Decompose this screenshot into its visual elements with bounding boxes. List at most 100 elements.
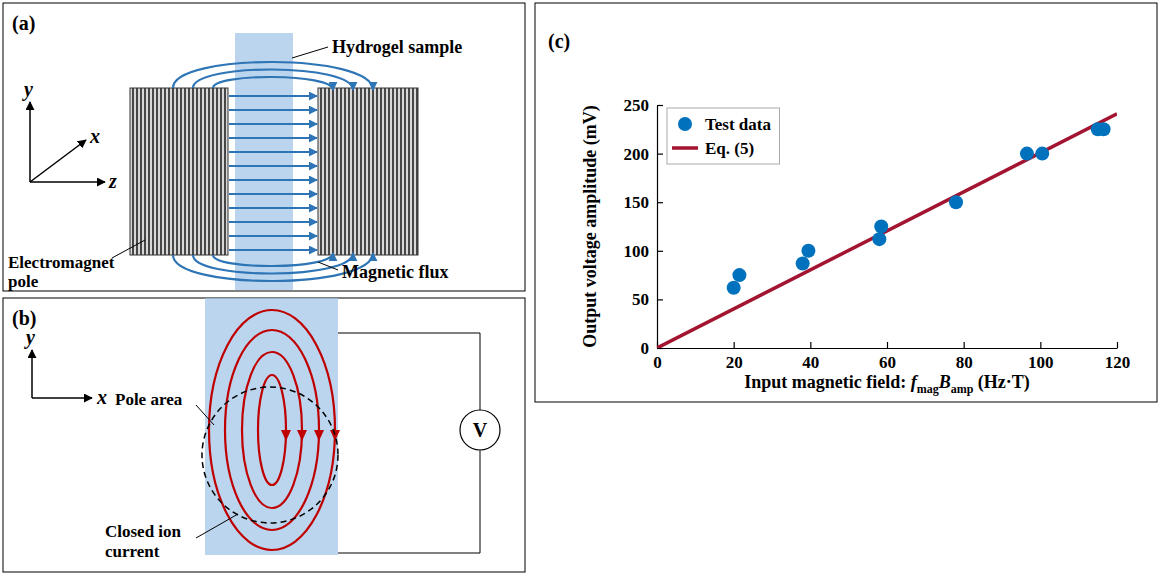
tick-mark: [734, 342, 735, 348]
tick: 50: [632, 290, 663, 309]
tick-mark: [1117, 342, 1118, 348]
flux-line: [229, 95, 317, 97]
flux-label: Magnetic flux: [342, 262, 448, 282]
tick-mark: [810, 342, 811, 348]
hydrogel-sample: [205, 298, 338, 555]
data-point: [872, 232, 886, 246]
plot-area: [657, 114, 1117, 348]
x-axis-title-part: amp: [951, 382, 974, 396]
tick-label: 200: [624, 145, 650, 164]
x-axis-title-part: B: [938, 372, 951, 392]
data-point: [874, 220, 888, 234]
legend-label: Eq. (5): [705, 139, 754, 158]
panel-frame: [3, 298, 525, 572]
tick-mark: [657, 202, 663, 203]
tick: 120: [1105, 342, 1131, 372]
tick: 200: [624, 145, 664, 164]
tick-mark: [1040, 342, 1041, 348]
data-point: [1020, 147, 1034, 161]
tick-label: 150: [624, 193, 650, 212]
tick-label: 120: [1105, 353, 1131, 372]
data-point: [801, 244, 815, 258]
tick-mark: [964, 342, 965, 348]
tick: 60: [879, 342, 896, 372]
flux-line: [229, 137, 317, 139]
y-axis: 0 50 100 150 200 250: [624, 96, 664, 358]
leader-line: [318, 262, 338, 270]
axis-letter: y: [24, 326, 35, 349]
hydrogel-label: Hydrogel sample: [332, 37, 462, 57]
data-point: [949, 195, 963, 209]
wire: [338, 333, 480, 410]
flux-arc: [213, 253, 333, 266]
axis-line: [658, 348, 1118, 349]
tick-label: 40: [802, 353, 819, 372]
axis-letter: x: [89, 125, 100, 147]
leader-line: [196, 405, 214, 425]
axis-letter: x: [96, 386, 107, 408]
pole-label: Electromagnetpole: [8, 253, 115, 291]
tick-label: 100: [624, 242, 650, 261]
flux-arc: [173, 62, 373, 90]
panel-frame: [3, 3, 525, 291]
tick-mark: [657, 299, 663, 300]
axis-arrow: [30, 140, 86, 182]
ion-current-loop: [225, 330, 319, 530]
x-axis: 0 20 40 60 80 100 120: [653, 342, 1130, 372]
axis-arrow: [30, 181, 105, 183]
tick: 150: [624, 193, 664, 212]
flux-line: [229, 151, 317, 153]
tick-label: 0: [641, 339, 650, 358]
pole-area-label: Pole area: [115, 390, 183, 409]
current-arrow: [330, 430, 340, 441]
x-axis-title-part: mag: [917, 382, 939, 396]
axis-arrow: [32, 397, 92, 399]
wire: [338, 450, 480, 553]
tick-label: 60: [879, 353, 896, 372]
axis-arrow: [31, 350, 33, 398]
legend-symbol: [678, 117, 692, 131]
flux-line: [229, 123, 317, 125]
tick: 250: [624, 96, 664, 115]
ion-current-loop: [242, 352, 302, 508]
legend: Test dataEq. (5): [667, 108, 779, 164]
tick: 100: [1028, 342, 1054, 372]
legend-box: [667, 108, 779, 164]
legend-symbol: [672, 146, 698, 150]
tick: 80: [956, 342, 973, 372]
panel-frame: [535, 3, 1157, 402]
current-arrow: [281, 430, 291, 441]
tick-label: 50: [632, 290, 649, 309]
tick-label: 100: [1028, 353, 1054, 372]
flux-arc: [193, 69, 353, 90]
panel-b: (b)yxVPole areaClosed ioncurrent: [3, 298, 525, 572]
flux-line: [229, 109, 317, 111]
tick-mark: [887, 342, 888, 348]
x-axis-title-part: Input magnetic field:: [744, 372, 911, 392]
panel-label: (c): [548, 30, 570, 53]
flux-line: [229, 249, 317, 251]
tick-label: 80: [956, 353, 973, 372]
flux-line: [229, 235, 317, 237]
flux-line: [229, 193, 317, 195]
tick-mark: [657, 105, 663, 106]
flux-arc: [213, 77, 333, 90]
tick: 40: [802, 342, 819, 372]
flux-line: [229, 165, 317, 167]
axis-letter: y: [22, 78, 33, 101]
tick-label: 0: [653, 353, 662, 372]
tick: 20: [726, 342, 743, 372]
electromagnet-pole: [130, 88, 228, 255]
flux-line: [229, 179, 317, 181]
tick: 0: [641, 339, 664, 358]
flux-line: [229, 221, 317, 223]
leader-line: [196, 514, 238, 538]
x-axis-title: Input magnetic field: fmagBamp (Hz·T): [744, 372, 1030, 396]
panel-a: (a)yzxHydrogel sampleElectromagnetpoleMa…: [3, 3, 525, 291]
tick-mark: [657, 154, 663, 155]
ion-current-loop: [209, 310, 335, 550]
flux-line: [229, 207, 317, 209]
data-point: [796, 256, 810, 270]
tick-label: 250: [624, 96, 650, 115]
axis-letter: z: [108, 170, 117, 192]
